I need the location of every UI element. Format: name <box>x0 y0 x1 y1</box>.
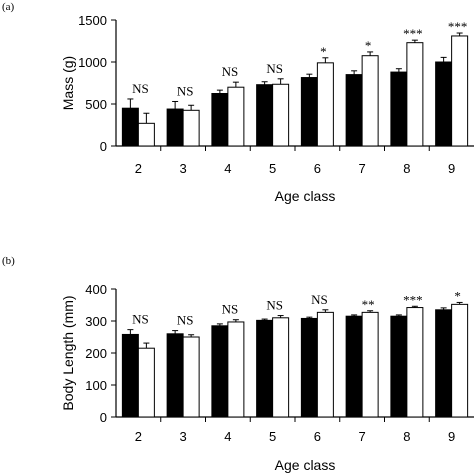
significance-label: *** <box>403 26 423 41</box>
x-axis-title: Age class <box>275 188 336 204</box>
x-tick-label: 2 <box>135 429 142 444</box>
bar-dark-7 <box>345 315 363 418</box>
bar-light-2 <box>137 347 155 418</box>
y-tick-label: 1500 <box>78 13 107 28</box>
significance-label: NS <box>266 61 283 76</box>
y-tick-label: 400 <box>85 282 107 297</box>
significance-label: * <box>454 288 461 303</box>
x-tick-label: 6 <box>314 429 321 444</box>
y-axis-title: Mass (g) <box>60 56 76 110</box>
bar-light-8 <box>406 307 424 418</box>
bar-light-3 <box>182 336 200 418</box>
significance-label: NS <box>222 302 239 317</box>
x-tick-label: 7 <box>359 161 366 176</box>
x-tick-label: 4 <box>224 161 231 176</box>
y-tick-label: 0 <box>100 410 107 425</box>
significance-label: ** <box>362 297 375 312</box>
bar-light-7 <box>361 311 379 418</box>
x-axis-title: Age class <box>275 457 336 473</box>
panel-label: (b) <box>2 255 15 267</box>
bar-dark-5 <box>256 84 274 147</box>
bar-dark-4 <box>211 325 229 418</box>
bar-light-3 <box>182 109 200 147</box>
bar-dark-8 <box>390 315 408 418</box>
bar-dark-9 <box>435 61 453 147</box>
significance-label: NS <box>177 313 194 328</box>
significance-label: NS <box>177 83 194 98</box>
bar-light-7 <box>361 55 379 147</box>
bar-dark-9 <box>435 309 453 418</box>
significance-label: NS <box>266 298 283 313</box>
panel-label: (a) <box>2 1 15 13</box>
y-axis-title: Body Length (mm) <box>60 295 76 410</box>
significance-label: *** <box>403 292 423 307</box>
bar-light-6 <box>316 62 334 147</box>
y-tick-label: 200 <box>85 346 107 361</box>
bar-dark-8 <box>390 71 408 147</box>
bar-dark-7 <box>345 74 363 147</box>
significance-label: NS <box>132 81 149 96</box>
y-tick-label: 0 <box>100 139 107 154</box>
bar-light-5 <box>272 83 290 147</box>
bar-dark-6 <box>300 77 318 147</box>
bar-light-9 <box>451 35 469 147</box>
bar-dark-5 <box>256 319 274 418</box>
bar-dark-6 <box>300 317 318 418</box>
x-tick-label: 4 <box>224 429 231 444</box>
bar-light-2 <box>137 122 155 147</box>
x-tick-label: 8 <box>403 429 410 444</box>
x-tick-label: 8 <box>403 161 410 176</box>
y-tick-label: 100 <box>85 378 107 393</box>
significance-label: NS <box>132 312 149 327</box>
chart-panel-a: (a) 0 500 1000 1500 Mass (g) Age class 2 NS 3 NS 4 N… <box>2 1 474 204</box>
significance-label: *** <box>448 19 468 34</box>
x-tick-label: 6 <box>314 161 321 176</box>
significance-label: * <box>320 44 327 59</box>
x-tick-label: 3 <box>180 429 187 444</box>
y-tick-label: 300 <box>85 314 107 329</box>
bar-light-5 <box>272 317 290 418</box>
significance-label: NS <box>222 64 239 79</box>
x-tick-label: 2 <box>135 161 142 176</box>
x-tick-label: 3 <box>180 161 187 176</box>
chart-panel-b: (b) 0 100 200 300 400 Body Length (mm) Age clas… <box>2 255 474 473</box>
bar-dark-2 <box>121 107 139 147</box>
bar-light-8 <box>406 42 424 147</box>
x-tick-label: 9 <box>448 429 455 444</box>
bar-light-6 <box>316 311 334 418</box>
x-tick-label: 7 <box>359 429 366 444</box>
significance-label: * <box>365 38 372 53</box>
x-tick-label: 9 <box>448 161 455 176</box>
x-tick-label: 5 <box>269 161 276 176</box>
y-tick-label: 500 <box>85 97 107 112</box>
bar-dark-3 <box>166 108 184 147</box>
x-tick-label: 5 <box>269 429 276 444</box>
bar-light-4 <box>227 321 245 418</box>
bar-dark-4 <box>211 93 229 147</box>
bar-dark-2 <box>121 333 139 418</box>
bar-dark-3 <box>166 333 184 418</box>
bar-light-4 <box>227 86 245 147</box>
bar-light-9 <box>451 303 469 418</box>
significance-label: NS <box>311 292 328 307</box>
y-tick-label: 1000 <box>78 55 107 70</box>
